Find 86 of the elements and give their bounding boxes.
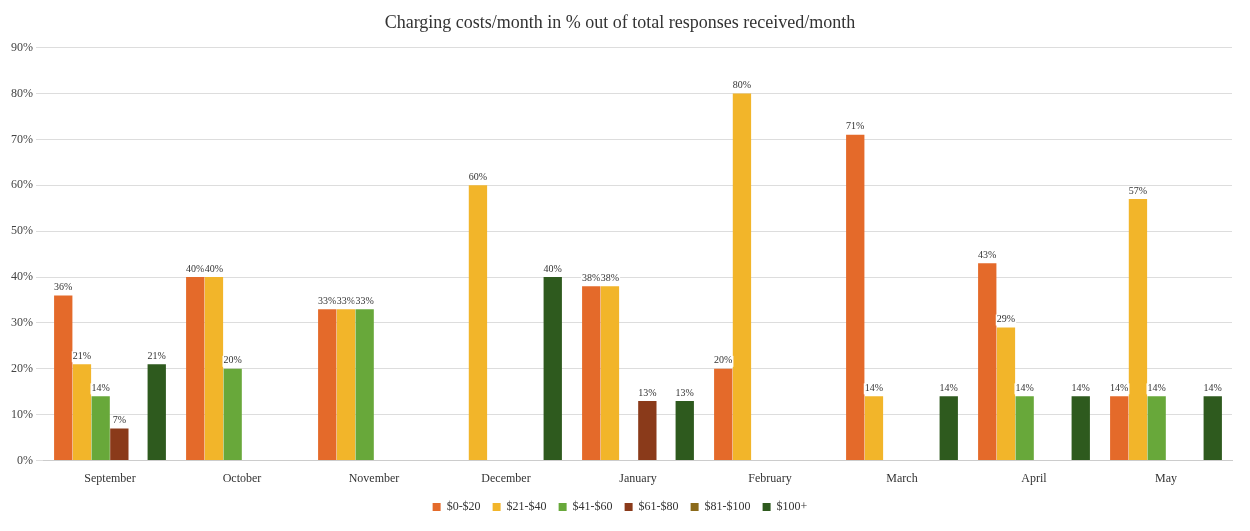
data-label: 14% <box>1110 381 1129 393</box>
bar <box>318 309 337 461</box>
data-label: 40% <box>186 262 205 274</box>
data-label: 43% <box>978 248 997 260</box>
data-label: 33% <box>318 294 337 306</box>
bar <box>638 400 657 461</box>
x-tick-label: January <box>619 470 657 485</box>
bar <box>468 185 488 461</box>
bar <box>54 295 73 461</box>
data-label: 33% <box>336 294 356 306</box>
data-label: 40% <box>204 262 224 274</box>
data-label: 13% <box>675 386 694 398</box>
y-tick-label: 80% <box>11 85 33 100</box>
bar <box>336 309 356 461</box>
data-label: 80% <box>732 79 752 91</box>
data-label: 14% <box>864 381 884 393</box>
data-label: 38% <box>600 271 620 283</box>
bar <box>864 396 884 461</box>
legend-label: $61-$80 <box>638 499 679 514</box>
data-label: 40% <box>543 262 562 274</box>
legend-label: $41-$60 <box>572 499 613 514</box>
data-label: 57% <box>1128 184 1148 196</box>
data-label: 14% <box>1015 381 1034 393</box>
bar <box>355 309 374 461</box>
data-label: 60% <box>468 170 488 182</box>
bar <box>714 368 733 461</box>
bar <box>582 286 601 461</box>
bar <box>1071 396 1090 461</box>
x-tick-label: November <box>348 470 400 485</box>
y-tick-label: 50% <box>11 223 33 238</box>
bar <box>1203 396 1222 461</box>
data-label: 21% <box>72 349 92 361</box>
data-label: 71% <box>846 120 865 132</box>
y-tick-label: 30% <box>11 315 33 330</box>
bar <box>1110 396 1129 461</box>
data-label: 29% <box>996 313 1016 325</box>
y-tick-label: 70% <box>11 131 33 146</box>
x-tick-label: March <box>886 470 918 485</box>
bar <box>996 327 1016 461</box>
bar <box>978 263 997 461</box>
y-tick-label: 10% <box>11 406 33 421</box>
bar <box>91 396 110 461</box>
data-label: 14% <box>1147 381 1166 393</box>
data-label: 14% <box>91 381 110 393</box>
data-label: 21% <box>147 349 166 361</box>
bar <box>1015 396 1034 461</box>
bar <box>147 364 166 461</box>
chart-title: Charging costs/month in % out of total responses received/month <box>384 11 856 32</box>
y-tick-label: 90% <box>11 39 33 54</box>
data-label: 14% <box>1203 381 1222 393</box>
y-tick-label: 20% <box>11 360 33 375</box>
legend-label: $0-$20 <box>446 499 481 514</box>
bar <box>110 428 129 461</box>
bar <box>543 277 562 461</box>
data-label: 36% <box>54 281 73 293</box>
x-tick-label: February <box>748 470 792 485</box>
data-label: 14% <box>939 381 958 393</box>
bar <box>1128 199 1148 461</box>
legend-label: $100+ <box>776 499 808 514</box>
bar <box>732 93 752 461</box>
y-tick-label: 0% <box>17 452 33 467</box>
bar <box>1147 396 1166 461</box>
data-label: 7% <box>112 414 127 426</box>
y-tick-label: 40% <box>11 269 33 284</box>
y-tick-label: 60% <box>11 177 33 192</box>
x-tick-label: December <box>481 470 531 485</box>
data-label: 20% <box>223 354 242 366</box>
x-tick-label: October <box>222 470 262 485</box>
bar <box>72 364 92 461</box>
bar <box>846 134 865 461</box>
data-label: 20% <box>714 354 733 366</box>
data-label: 38% <box>582 271 601 283</box>
data-label: 33% <box>355 294 374 306</box>
bar <box>939 396 958 461</box>
bar <box>223 368 242 461</box>
x-tick-label: September <box>84 470 136 485</box>
data-label: 14% <box>1071 381 1090 393</box>
legend-label: $81-$100 <box>704 499 751 514</box>
x-tick-label: May <box>1155 470 1177 485</box>
bar <box>675 400 694 461</box>
bar <box>186 277 205 461</box>
bar <box>600 286 620 461</box>
x-tick-label: April <box>1021 470 1048 485</box>
data-label: 13% <box>638 386 657 398</box>
legend-label: $21-$40 <box>506 499 547 514</box>
bar <box>204 277 224 461</box>
